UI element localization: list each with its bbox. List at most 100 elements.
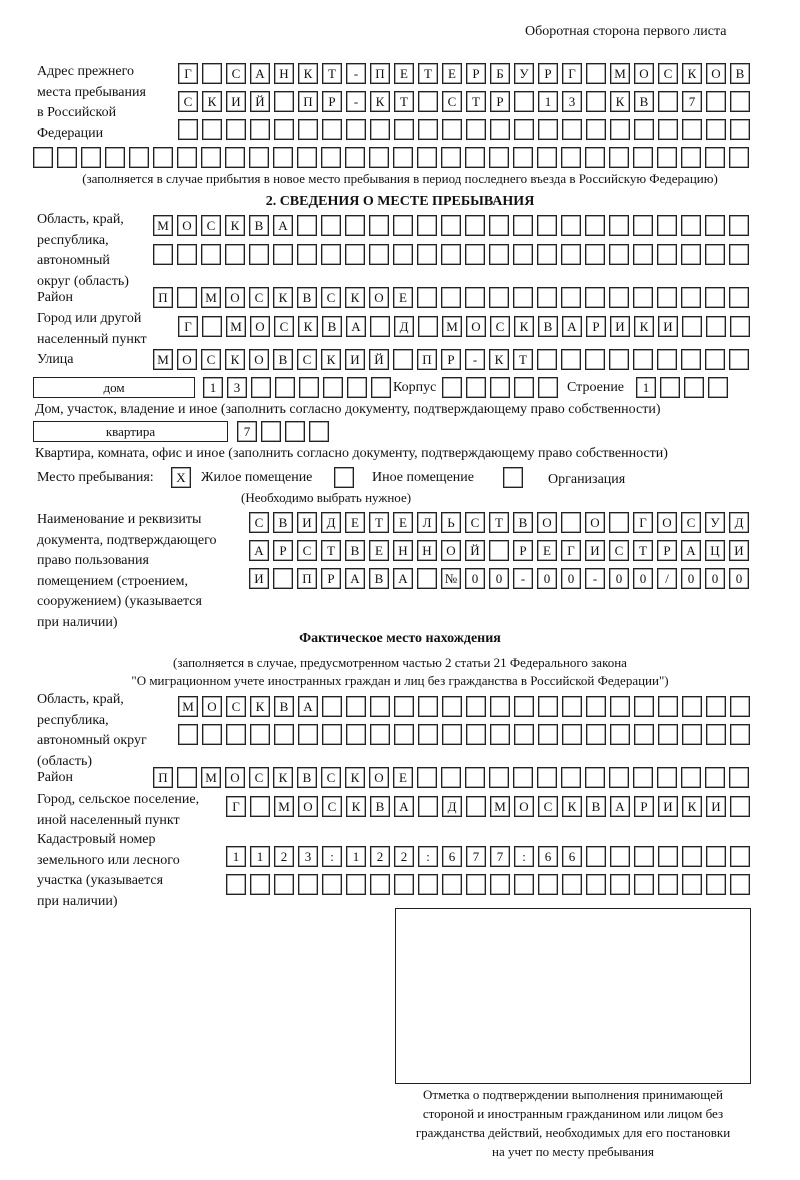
letter-cell[interactable]: 2 <box>274 846 294 867</box>
letter-cell[interactable]: Т <box>418 63 438 84</box>
letter-cell[interactable] <box>657 147 677 168</box>
letter-cell[interactable]: С <box>297 540 317 561</box>
letter-cell[interactable]: 7 <box>237 421 257 442</box>
letter-cell[interactable] <box>177 244 197 265</box>
letter-cell[interactable] <box>682 874 702 895</box>
letter-cell[interactable] <box>682 696 702 717</box>
letter-cell[interactable]: О <box>250 316 270 337</box>
letter-cell[interactable]: К <box>298 63 318 84</box>
letter-cell[interactable]: С <box>201 215 221 236</box>
letter-cell[interactable] <box>684 377 704 398</box>
letter-cell[interactable]: К <box>610 91 630 112</box>
letter-cell[interactable] <box>682 846 702 867</box>
letter-cell[interactable]: С <box>322 796 342 817</box>
letter-cell[interactable] <box>729 147 749 168</box>
letter-cell[interactable] <box>561 215 581 236</box>
letter-cell[interactable] <box>274 874 294 895</box>
letter-cell[interactable]: К <box>345 767 365 788</box>
letter-cell[interactable]: 1 <box>226 846 246 867</box>
letter-cell[interactable] <box>538 874 558 895</box>
letter-cell[interactable] <box>682 316 702 337</box>
letter-cell[interactable] <box>370 874 390 895</box>
letter-cell[interactable]: 0 <box>465 568 485 589</box>
letter-cell[interactable] <box>345 244 365 265</box>
letter-cell[interactable] <box>177 767 197 788</box>
letter-cell[interactable] <box>297 244 317 265</box>
letter-cell[interactable] <box>489 287 509 308</box>
letter-cell[interactable] <box>562 696 582 717</box>
letter-cell[interactable]: П <box>298 91 318 112</box>
letter-cell[interactable]: П <box>370 63 390 84</box>
letter-cell[interactable] <box>250 796 270 817</box>
letter-cell[interactable]: Р <box>441 349 461 370</box>
letter-cell[interactable] <box>705 244 725 265</box>
letter-cell[interactable] <box>346 696 366 717</box>
letter-cell[interactable] <box>249 147 269 168</box>
letter-cell[interactable] <box>634 724 654 745</box>
letter-cell[interactable]: М <box>610 63 630 84</box>
letter-cell[interactable] <box>610 724 630 745</box>
letter-cell[interactable]: А <box>249 540 269 561</box>
letter-cell[interactable] <box>561 349 581 370</box>
letter-cell[interactable]: - <box>346 91 366 112</box>
letter-cell[interactable] <box>586 874 606 895</box>
letter-cell[interactable]: А <box>345 568 365 589</box>
letter-cell[interactable] <box>490 377 510 398</box>
letter-cell[interactable]: В <box>345 540 365 561</box>
letter-cell[interactable] <box>261 421 281 442</box>
letter-cell[interactable] <box>418 91 438 112</box>
letter-cell[interactable] <box>634 846 654 867</box>
letter-cell[interactable]: И <box>249 568 269 589</box>
letter-cell[interactable]: И <box>610 316 630 337</box>
letter-cell[interactable]: М <box>153 215 173 236</box>
letter-cell[interactable] <box>657 349 677 370</box>
letter-cell[interactable]: / <box>657 568 677 589</box>
letter-cell[interactable] <box>513 287 533 308</box>
letter-cell[interactable] <box>321 244 341 265</box>
letter-cell[interactable]: А <box>681 540 701 561</box>
letter-cell[interactable]: Е <box>393 512 413 533</box>
letter-cell[interactable] <box>322 874 342 895</box>
letter-cell[interactable]: Т <box>321 540 341 561</box>
letter-cell[interactable] <box>418 316 438 337</box>
letter-cell[interactable] <box>370 119 390 140</box>
letter-cell[interactable] <box>321 215 341 236</box>
letter-cell[interactable] <box>730 91 750 112</box>
letter-cell[interactable] <box>658 91 678 112</box>
letter-cell[interactable] <box>298 874 318 895</box>
letter-cell[interactable] <box>418 796 438 817</box>
letter-cell[interactable]: О <box>706 63 726 84</box>
letter-cell[interactable]: С <box>609 540 629 561</box>
letter-cell[interactable]: В <box>730 63 750 84</box>
letter-cell[interactable]: В <box>249 215 269 236</box>
letter-cell[interactable] <box>442 874 462 895</box>
letter-cell[interactable]: К <box>298 316 318 337</box>
letter-cell[interactable] <box>609 287 629 308</box>
letter-cell[interactable] <box>730 316 750 337</box>
letter-cell[interactable] <box>537 215 557 236</box>
letter-cell[interactable]: О <box>634 63 654 84</box>
letter-cell[interactable] <box>658 874 678 895</box>
letter-cell[interactable] <box>466 724 486 745</box>
letter-cell[interactable] <box>417 147 437 168</box>
structure-row[interactable]: 1 <box>636 377 728 398</box>
letter-cell[interactable]: О <box>441 540 461 561</box>
letter-cell[interactable]: И <box>345 349 365 370</box>
letter-cell[interactable] <box>369 244 389 265</box>
letter-cell[interactable]: К <box>514 316 534 337</box>
letter-cell[interactable] <box>730 846 750 867</box>
letter-cell[interactable]: М <box>442 316 462 337</box>
letter-cell[interactable] <box>609 512 629 533</box>
letter-cell[interactable] <box>275 377 295 398</box>
letter-cell[interactable] <box>706 91 726 112</box>
letter-cell[interactable] <box>441 287 461 308</box>
actual-region-row-2[interactable] <box>178 724 750 745</box>
letter-cell[interactable]: 0 <box>561 568 581 589</box>
letter-cell[interactable]: Ц <box>705 540 725 561</box>
letter-cell[interactable]: 2 <box>394 846 414 867</box>
letter-cell[interactable]: У <box>705 512 725 533</box>
letter-cell[interactable] <box>657 287 677 308</box>
